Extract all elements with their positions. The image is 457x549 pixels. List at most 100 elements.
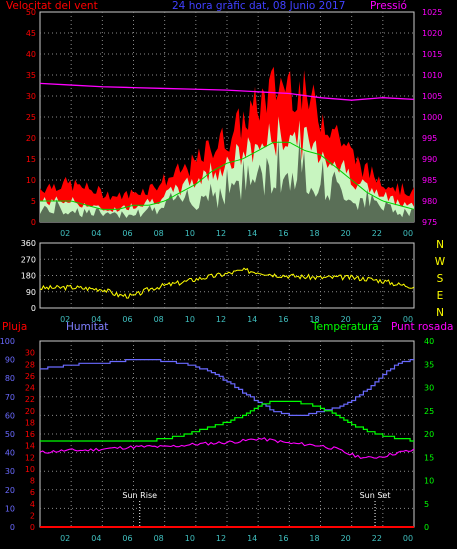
chart2-series bbox=[39, 267, 415, 299]
pressure-axis-title: Pressió bbox=[370, 0, 407, 12]
wind-speed-tick: 5 bbox=[31, 197, 36, 206]
sunrise-label: Sun Rise bbox=[122, 491, 157, 500]
pressure-tick: 1000 bbox=[422, 113, 442, 122]
chart3-hour-tick: 22 bbox=[372, 534, 382, 543]
rain-tick: 26 bbox=[25, 372, 35, 381]
temperature-tick: 10 bbox=[424, 477, 434, 486]
rain-tick: 8 bbox=[30, 477, 35, 486]
wind-speed-tick: 20 bbox=[26, 134, 36, 143]
wind-speed-tick: 35 bbox=[26, 71, 36, 80]
rain-tick: 14 bbox=[25, 442, 35, 451]
direction-tick: 360 bbox=[21, 239, 36, 248]
chart3-series bbox=[39, 359, 415, 528]
pressure-tick: 980 bbox=[422, 197, 437, 206]
chart2-hour-tick: 14 bbox=[247, 315, 257, 324]
rain-tick: 4 bbox=[30, 500, 35, 509]
temperature-tick: 40 bbox=[424, 337, 434, 346]
wind-speed-axis-title: Velocitat del vent bbox=[6, 0, 98, 12]
chart2-hour-tick: 04 bbox=[91, 315, 101, 324]
temperature-tick: 25 bbox=[424, 407, 434, 416]
chart1-hour-tick: 14 bbox=[247, 229, 257, 238]
rain-tick: 28 bbox=[25, 360, 35, 369]
pressure-tick: 1010 bbox=[422, 71, 442, 80]
humidity-line bbox=[40, 359, 414, 416]
chart3-hour-tick: 02 bbox=[60, 534, 70, 543]
temperature-tick: 5 bbox=[424, 500, 429, 509]
humidity-tick: 100 bbox=[0, 337, 15, 346]
pressure-line bbox=[39, 82, 415, 101]
rain-tick: 22 bbox=[25, 395, 35, 404]
chart2-hour-tick: 08 bbox=[154, 315, 164, 324]
wind-speed-tick: 15 bbox=[26, 155, 36, 164]
compass-label: S bbox=[437, 273, 444, 285]
humidity-tick: 0 bbox=[10, 523, 15, 532]
chart1-hour-tick: 22 bbox=[372, 229, 382, 238]
compass-label: N bbox=[436, 307, 444, 319]
rain-tick: 16 bbox=[25, 430, 35, 439]
chart3-hour-tick: 12 bbox=[216, 534, 226, 543]
chart2-hour-tick: 00 bbox=[403, 315, 413, 324]
rain-tick: 12 bbox=[25, 453, 35, 462]
direction-tick: 180 bbox=[21, 272, 36, 281]
humidity-tick: 80 bbox=[5, 374, 15, 383]
wind-direction-line bbox=[39, 267, 415, 299]
chart3-tick-labels: Sun Rise Sun Set0102030405060708090100024… bbox=[0, 337, 434, 543]
chart2-hour-tick: 02 bbox=[60, 315, 70, 324]
compass-label: N bbox=[436, 239, 444, 251]
chart2-hour-tick: 12 bbox=[216, 315, 226, 324]
chart2-hour-tick: 16 bbox=[278, 315, 288, 324]
humidity-tick: 60 bbox=[5, 411, 15, 420]
rain-tick: 30 bbox=[25, 349, 35, 358]
temperature-tick: 20 bbox=[424, 430, 434, 439]
humidity-tick: 50 bbox=[5, 430, 15, 439]
chart1-hour-tick: 16 bbox=[278, 229, 288, 238]
wind-speed-tick: 50 bbox=[26, 8, 36, 17]
avg-wind-line bbox=[40, 141, 415, 210]
chart1-hour-tick: 02 bbox=[60, 229, 70, 238]
humidity-tick: 40 bbox=[5, 449, 15, 458]
wind-speed-tick: 45 bbox=[26, 29, 36, 38]
chart2-grid bbox=[39, 242, 415, 309]
chart3-hour-tick: 14 bbox=[247, 534, 257, 543]
chart1-hour-tick: 20 bbox=[341, 229, 351, 238]
humidity-tick: 30 bbox=[5, 467, 15, 476]
chart1-tick-labels: 0510152025303540455097598098599099510001… bbox=[26, 8, 443, 238]
chart3-hour-tick: 20 bbox=[341, 534, 351, 543]
chart2-hour-tick: 22 bbox=[372, 315, 382, 324]
rain-tick: 24 bbox=[25, 384, 35, 393]
chart3-hour-tick: 06 bbox=[122, 534, 132, 543]
chart3-grid bbox=[39, 340, 415, 528]
temperature-line bbox=[40, 400, 414, 442]
direction-tick: 270 bbox=[21, 255, 36, 264]
humidity-tick: 90 bbox=[5, 356, 15, 365]
chart1-hour-tick: 08 bbox=[154, 229, 164, 238]
temperature-tick: 0 bbox=[424, 523, 429, 532]
chart-title: 24 hora gràfic dat, 08 Junio 2017 bbox=[172, 0, 345, 12]
rain-tick: 18 bbox=[25, 418, 35, 427]
chart3-hour-tick: 16 bbox=[278, 534, 288, 543]
wind-speed-tick: 10 bbox=[26, 176, 36, 185]
chart3-hour-tick: 04 bbox=[91, 534, 101, 543]
temperature-tick: 30 bbox=[424, 384, 434, 393]
pressure-tick: 990 bbox=[422, 155, 437, 164]
wind-speed-tick: 30 bbox=[26, 92, 36, 101]
chart2-hour-tick: 20 bbox=[341, 315, 351, 324]
wind-speed-tick: 40 bbox=[26, 50, 36, 59]
rain-tick: 2 bbox=[30, 511, 35, 520]
dewpoint-line bbox=[39, 437, 415, 460]
chart3-hour-tick: 08 bbox=[154, 534, 164, 543]
chart1-hour-tick: 00 bbox=[403, 229, 413, 238]
rain-tick: 10 bbox=[25, 465, 35, 474]
pressure-tick: 975 bbox=[422, 218, 437, 227]
temperature-axis-title: Temperatura bbox=[311, 321, 379, 333]
rain-tick: 0 bbox=[30, 523, 35, 532]
chart3-hour-tick: 18 bbox=[309, 534, 319, 543]
humidity-axis-title: Humitat bbox=[66, 321, 108, 333]
chart1-hour-tick: 04 bbox=[91, 229, 101, 238]
compass-label: E bbox=[437, 290, 444, 302]
chart1-hour-tick: 18 bbox=[309, 229, 319, 238]
humidity-tick: 10 bbox=[5, 504, 15, 513]
wind-gaps bbox=[40, 138, 414, 222]
